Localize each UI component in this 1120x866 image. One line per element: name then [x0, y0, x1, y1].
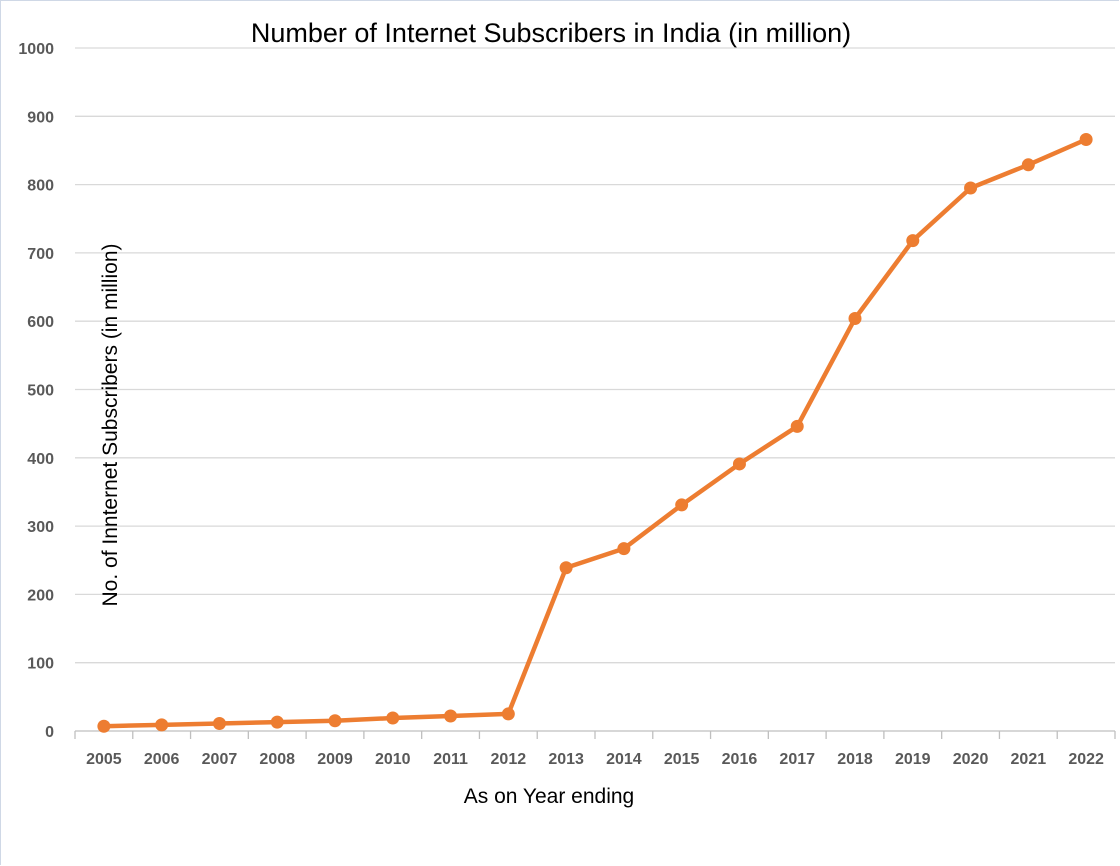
data-point [270, 715, 284, 729]
series-layer [97, 133, 1093, 733]
x-tick-label: 2006 [144, 751, 180, 768]
data-point [1079, 133, 1093, 147]
x-tick-label: 2015 [664, 751, 700, 768]
data-point [444, 709, 458, 723]
y-tick-label: 600 [27, 314, 54, 331]
y-tick-label: 0 [45, 724, 54, 741]
data-point [501, 707, 515, 721]
gridlines [75, 47, 1115, 664]
x-tick-label: 2009 [317, 751, 353, 768]
y-tick-label: 500 [27, 383, 54, 400]
data-point [732, 457, 746, 471]
data-point [155, 718, 169, 732]
data-point [212, 716, 226, 730]
y-tick-label: 700 [27, 246, 54, 263]
y-tick-label: 1000 [18, 41, 54, 58]
x-tick-label: 2010 [375, 751, 411, 768]
data-point [328, 714, 342, 728]
x-axis-title: As on Year ending [464, 785, 634, 808]
data-point [790, 419, 804, 433]
y-tick-label: 300 [27, 519, 54, 536]
data-point [906, 234, 920, 248]
y-axis-ticks: 0 100 200 300 400 500 600 700 800 900 1000 [18, 41, 54, 741]
data-point [617, 542, 631, 556]
y-tick-label: 200 [27, 587, 54, 604]
x-tick-label: 2022 [1068, 751, 1104, 768]
data-point [559, 561, 573, 575]
x-tick-label: 2011 [433, 751, 468, 768]
x-tick-label: 2020 [953, 751, 989, 768]
x-tick-label: 2017 [779, 751, 815, 768]
x-tick-label: 2008 [259, 751, 295, 768]
x-tick-label: 2016 [722, 751, 758, 768]
x-tick-label: 2007 [202, 751, 238, 768]
y-tick-label: 900 [27, 109, 54, 126]
x-tick-label: 2021 [1011, 751, 1047, 768]
data-point [97, 719, 111, 733]
chart-title: Number of Internet Subscribers in India … [251, 18, 851, 48]
x-tick-label: 2005 [86, 751, 122, 768]
x-tick-label: 2018 [837, 751, 873, 768]
y-tick-label: 800 [27, 178, 54, 195]
y-axis-title: No. of Innternet Subscribers (in million… [99, 244, 122, 607]
data-point [1021, 158, 1035, 172]
series-line [101, 137, 1089, 729]
x-axis: 2005 2006 2007 2008 2009 2010 2011 2012 2013 2014… [74, 730, 1116, 768]
data-point [848, 311, 862, 325]
x-tick-label: 2013 [548, 751, 584, 768]
x-tick-label: 2012 [491, 751, 527, 768]
x-tick-label: 2014 [606, 751, 642, 768]
y-tick-label: 100 [27, 656, 54, 673]
y-tick-label: 400 [27, 451, 54, 468]
data-point [964, 181, 978, 195]
data-point [386, 711, 400, 725]
x-tick-label: 2019 [895, 751, 931, 768]
data-point [675, 498, 689, 512]
